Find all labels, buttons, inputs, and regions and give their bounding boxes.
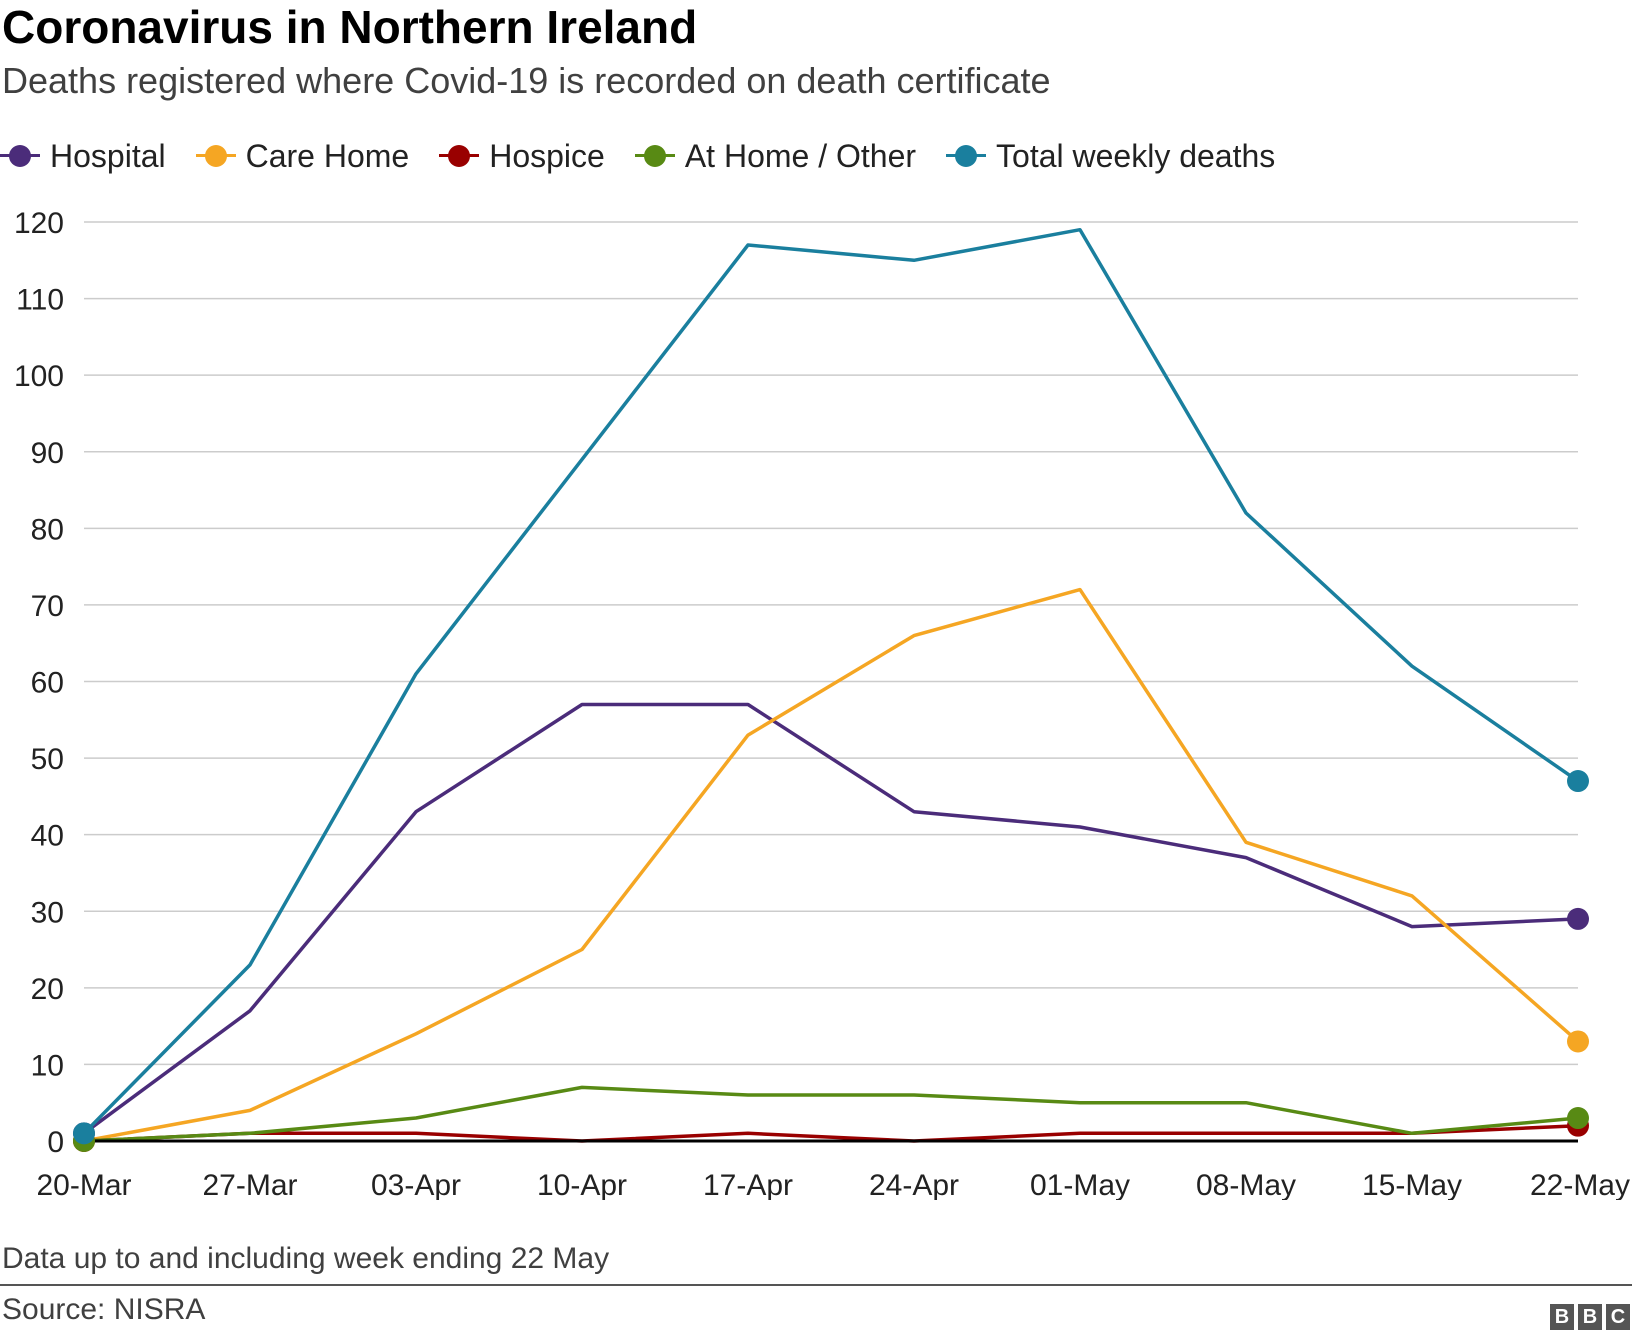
- y-tick-label: 100: [14, 360, 64, 393]
- bbc-logo-letter: B: [1578, 1304, 1602, 1330]
- series-line-total-weekly-deaths: [82, 227, 1579, 1135]
- legend-item-hospice: Hospice: [439, 138, 605, 175]
- source-text: Source: NISRA: [2, 1293, 206, 1326]
- y-tick-label: 50: [31, 743, 64, 776]
- y-tick-label: 110: [16, 284, 64, 317]
- y-tick-label: 80: [31, 513, 64, 546]
- legend-item-care-home: Care Home: [195, 137, 410, 175]
- y-tick-label: 40: [31, 820, 64, 853]
- y-tick-label: 10: [31, 1049, 64, 1082]
- x-tick-label: 01-May: [1030, 1169, 1130, 1200]
- footer-divider: [0, 1284, 1632, 1286]
- x-tick-label: 17-Apr: [703, 1169, 793, 1200]
- series-line-care-home: [83, 587, 1580, 1143]
- series-line-hospital: [82, 702, 1579, 1135]
- legend-label: At Home / Other: [684, 137, 917, 174]
- legend-label: Total weekly deaths: [996, 137, 1276, 174]
- legend-marker-icon: [195, 142, 236, 170]
- y-tick-label: 30: [31, 896, 64, 929]
- y-tick-label: 0: [47, 1126, 64, 1159]
- y-tick-label: 70: [31, 590, 64, 623]
- line-chart: 0 10 20 30 40 50 60 70 80 90 100 110 120 20-Mar 27-Mar…: [14, 207, 1630, 1200]
- legend-label: Hospice: [489, 137, 605, 174]
- bbc-logo-letter: B: [1550, 1304, 1574, 1330]
- series-line-at-home-other: [83, 1085, 1579, 1143]
- legend-item-at-home: At Home / Other: [634, 137, 917, 175]
- y-tick-label: 20: [31, 973, 64, 1006]
- x-tick-label: 22-May: [1530, 1169, 1630, 1200]
- y-tick-label: 90: [31, 437, 64, 470]
- x-tick-label: 03-Apr: [371, 1169, 461, 1200]
- y-tick-label: 60: [31, 667, 64, 700]
- end-point-at-home-other: [1567, 1107, 1589, 1130]
- end-point-total-weekly-deaths: [1567, 770, 1589, 793]
- series-line-hospice: [83, 1123, 1579, 1143]
- x-tick-label: 15-May: [1362, 1169, 1462, 1200]
- chart-title: Coronavirus in Northern Ireland: [2, 1, 698, 53]
- bbc-logo: B B C: [1546, 1304, 1630, 1330]
- legend-marker-icon: [946, 142, 987, 170]
- legend-marker-icon: [439, 142, 480, 170]
- x-tick-label: 08-May: [1196, 1169, 1296, 1200]
- start-point-total-weekly-deaths: [73, 1122, 95, 1145]
- y-tick-label: 120: [14, 207, 64, 240]
- legend-marker-icon: [634, 142, 675, 170]
- end-point-care-home: [1567, 1030, 1589, 1053]
- legend-item-total: Total weekly deaths: [946, 138, 1275, 175]
- x-tick-label: 10-Apr: [537, 1169, 627, 1200]
- chart-legend: Hospital Care Home Hospice At Home / Oth…: [0, 134, 1305, 178]
- legend-label: Care Home: [245, 137, 410, 174]
- legend-item-hospital: Hospital: [0, 138, 166, 175]
- legend-label: Hospital: [50, 137, 166, 174]
- chart-subtitle: Deaths registered where Covid-19 is reco…: [2, 60, 1051, 101]
- end-point-hospital: [1567, 907, 1589, 930]
- x-tick-label: 27-Mar: [202, 1169, 297, 1200]
- legend-marker-icon: [0, 142, 40, 170]
- bbc-logo-letter: C: [1606, 1304, 1630, 1330]
- x-tick-label: 20-Mar: [36, 1169, 131, 1200]
- x-tick-label: 24-Apr: [869, 1169, 959, 1200]
- data-note: Data up to and including week ending 22 …: [2, 1242, 610, 1275]
